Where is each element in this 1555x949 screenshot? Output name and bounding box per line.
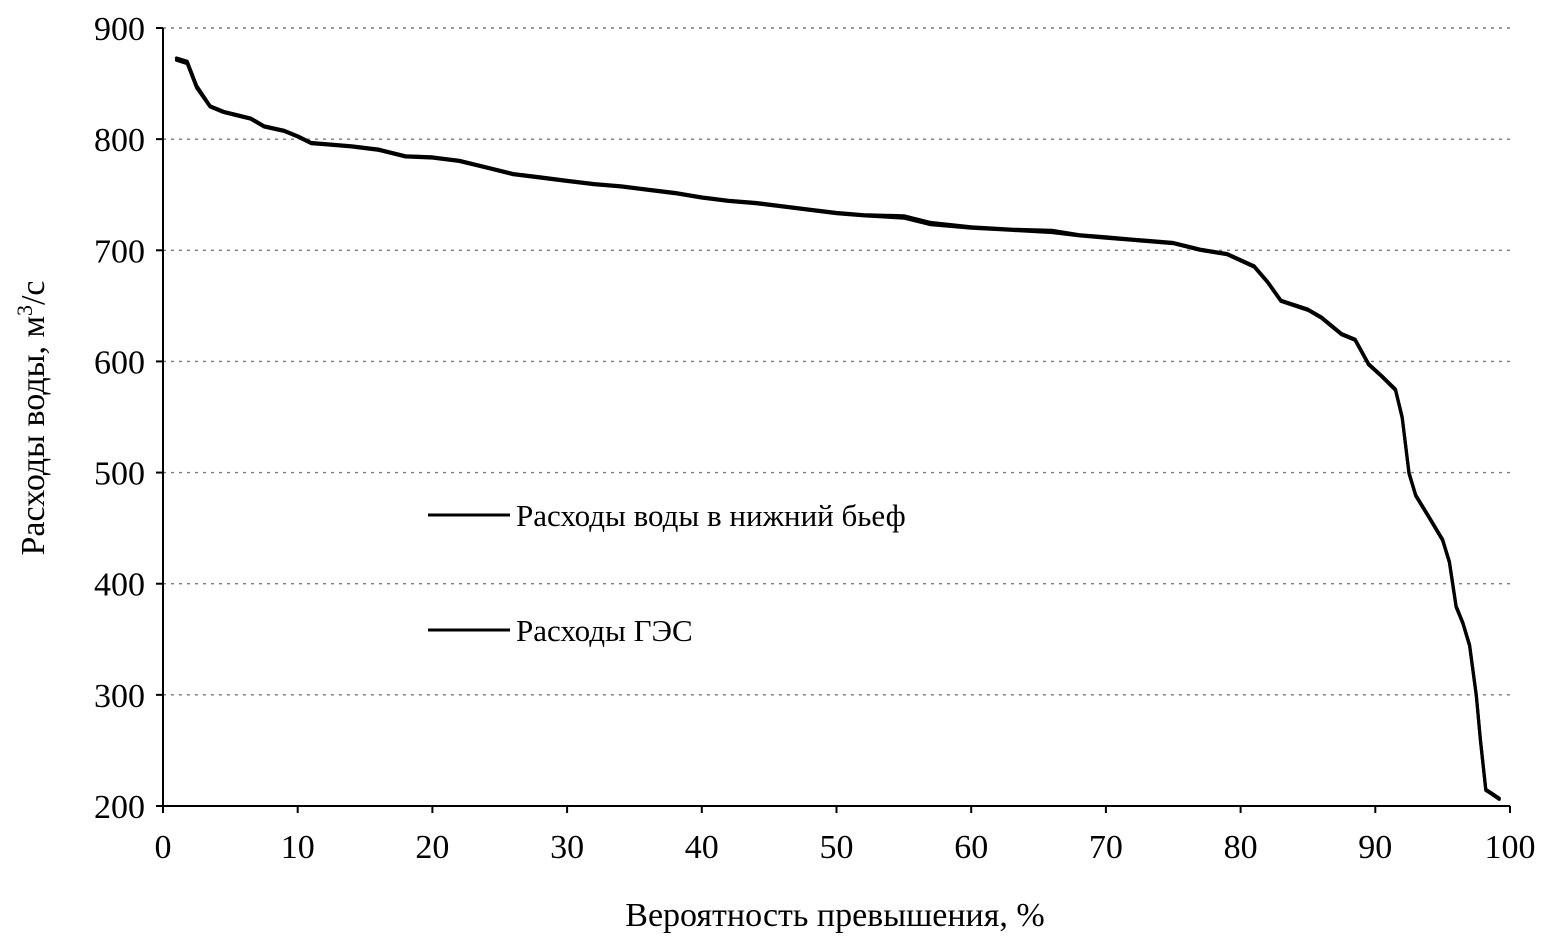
y-tick-label-200: 200	[94, 789, 145, 826]
series-layer	[174, 56, 1501, 801]
legend-label-2: Расходы ГЭС	[516, 613, 693, 648]
y-axis-label-main: Расходы воды, м	[15, 316, 52, 556]
x-axis-label: Вероятность превышения, %	[625, 897, 1044, 934]
ticks-layer: 200 300 400 500 600 700 800 900 0 10 20 30 40 50 60 70 8…	[94, 11, 1536, 866]
y-tick-label-700: 700	[94, 233, 145, 270]
x-tick-label-100: 100	[1485, 829, 1536, 866]
y-tick-label-400: 400	[94, 567, 145, 604]
x-tick-label-70: 70	[1089, 829, 1123, 866]
y-axis-label-sup: 3	[12, 305, 37, 316]
x-tick-label-80: 80	[1224, 829, 1258, 866]
x-tick-label-90: 90	[1358, 829, 1392, 866]
y-tick-label-900: 900	[94, 11, 145, 48]
y-tick-label-800: 800	[94, 122, 145, 159]
series-line-1	[174, 56, 1501, 800]
y-axis-label-tail: /с	[15, 280, 52, 305]
legend: Расходы воды в нижний бьеф Расходы ГЭС	[428, 498, 906, 648]
x-tick-label-40: 40	[685, 829, 719, 866]
x-tick-label-50: 50	[820, 829, 854, 866]
x-tick-label-30: 30	[550, 829, 584, 866]
grid-layer	[163, 27, 1510, 696]
x-tick-label-20: 20	[415, 829, 449, 866]
series-line-2	[174, 58, 1501, 801]
axes-layer	[162, 28, 1510, 807]
x-tick-label-0: 0	[155, 829, 172, 866]
x-tick-label-10: 10	[281, 829, 315, 866]
y-tick-label-600: 600	[94, 344, 145, 381]
y-tick-label-300: 300	[94, 678, 145, 715]
y-tick-label-500: 500	[94, 456, 145, 493]
legend-label-1: Расходы воды в нижний бьеф	[516, 498, 906, 533]
y-axis-label: Расходы воды, м3/с	[12, 280, 52, 555]
x-tick-label-60: 60	[954, 829, 988, 866]
